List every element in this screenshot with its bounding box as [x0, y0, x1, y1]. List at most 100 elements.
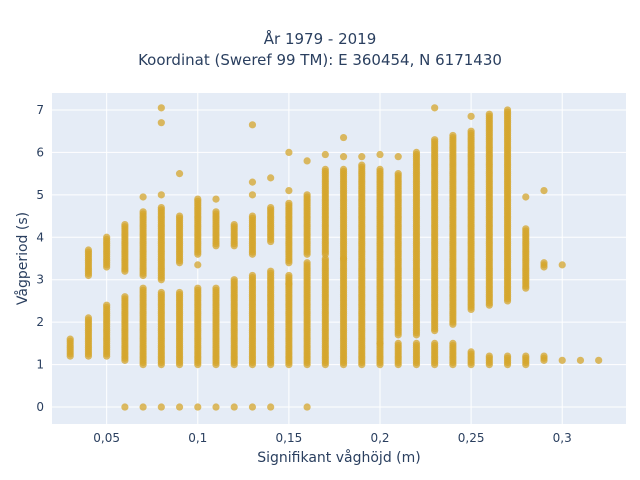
- x-tick-label: 0,25: [458, 431, 485, 445]
- data-point: [321, 150, 329, 159]
- y-tick-label: 0: [36, 400, 44, 414]
- data-point: [449, 339, 457, 347]
- data-point: [522, 352, 530, 360]
- data-point: [449, 320, 457, 328]
- data-point: [84, 246, 93, 254]
- plot-background: [52, 93, 626, 424]
- data-point: [321, 165, 329, 173]
- data-point: [157, 403, 165, 411]
- data-point: [467, 348, 475, 356]
- data-point: [139, 208, 147, 216]
- data-point: [339, 165, 348, 173]
- data-point: [212, 195, 220, 203]
- data-point: [194, 403, 202, 411]
- data-point: [285, 271, 293, 280]
- data-point: [175, 212, 184, 220]
- data-point: [139, 284, 147, 292]
- y-tick-label: 2: [36, 315, 44, 329]
- data-point: [212, 284, 220, 292]
- x-tick-label: 0,15: [276, 431, 303, 445]
- data-point: [157, 288, 165, 297]
- data-point: [248, 212, 257, 220]
- data-point: [412, 339, 421, 347]
- data-point: [376, 150, 384, 159]
- data-point: [66, 335, 74, 343]
- data-point: [303, 259, 311, 267]
- chart-title-line-1: År 1979 - 2019: [263, 30, 377, 48]
- y-tick-label: 6: [36, 145, 44, 159]
- data-point: [84, 314, 93, 322]
- data-point: [358, 161, 366, 169]
- data-point: [540, 187, 548, 195]
- data-point: [431, 339, 439, 347]
- y-tick-label: 5: [36, 188, 44, 202]
- data-point: [230, 220, 238, 229]
- chart-title-line-2: Koordinat (Sweref 99 TM): E 360454, N 61…: [138, 51, 502, 69]
- data-point: [212, 208, 220, 216]
- data-point: [595, 356, 603, 364]
- x-tick-label: 0,2: [370, 431, 389, 445]
- data-point: [248, 403, 257, 411]
- data-point: [194, 284, 202, 292]
- data-point: [558, 261, 566, 269]
- data-point: [394, 170, 402, 178]
- data-point: [503, 352, 512, 360]
- data-point: [194, 261, 202, 269]
- data-point: [175, 170, 184, 178]
- data-point: [467, 127, 475, 135]
- data-point: [285, 199, 293, 207]
- data-point: [267, 203, 275, 212]
- data-point: [339, 153, 348, 161]
- data-point: [175, 403, 184, 411]
- data-point: [394, 339, 402, 347]
- data-point: [303, 403, 311, 411]
- data-point: [285, 280, 293, 288]
- x-tick-label: 0,3: [553, 431, 572, 445]
- data-point: [139, 403, 147, 411]
- data-point: [431, 136, 439, 144]
- data-point: [267, 174, 275, 182]
- y-axis-label: Vågperiod (s): [14, 212, 31, 305]
- data-point: [121, 403, 129, 411]
- data-point: [358, 153, 366, 161]
- data-point: [121, 293, 129, 301]
- data-point: [540, 352, 548, 360]
- data-point: [103, 301, 111, 309]
- data-point: [157, 191, 165, 199]
- data-point: [522, 193, 530, 201]
- data-point: [285, 187, 293, 195]
- data-point: [248, 271, 257, 280]
- y-tick-label: 7: [36, 103, 44, 117]
- x-tick-label: 0,05: [93, 431, 120, 445]
- data-point: [485, 110, 493, 118]
- data-point: [394, 153, 402, 161]
- data-point: [376, 165, 384, 173]
- data-point: [285, 148, 293, 157]
- data-point: [212, 403, 220, 411]
- x-tick-label: 0,1: [188, 431, 207, 445]
- data-point: [230, 403, 238, 411]
- data-point: [157, 104, 165, 112]
- data-point: [339, 133, 348, 142]
- data-point: [248, 121, 257, 129]
- data-point: [139, 193, 147, 201]
- data-point: [503, 106, 512, 114]
- data-point: [431, 104, 439, 112]
- data-point: [576, 356, 585, 364]
- data-point: [485, 352, 493, 360]
- data-point: [558, 356, 566, 364]
- data-point: [175, 288, 184, 297]
- data-point: [194, 195, 202, 203]
- data-point: [449, 131, 457, 140]
- data-point: [230, 276, 238, 284]
- data-point: [412, 148, 421, 157]
- data-point: [267, 403, 275, 411]
- data-point: [157, 203, 165, 212]
- data-point: [303, 191, 311, 199]
- y-tick-label: 3: [36, 273, 44, 287]
- data-point: [121, 220, 129, 229]
- y-tick-label: 1: [36, 358, 44, 372]
- data-point: [157, 119, 165, 127]
